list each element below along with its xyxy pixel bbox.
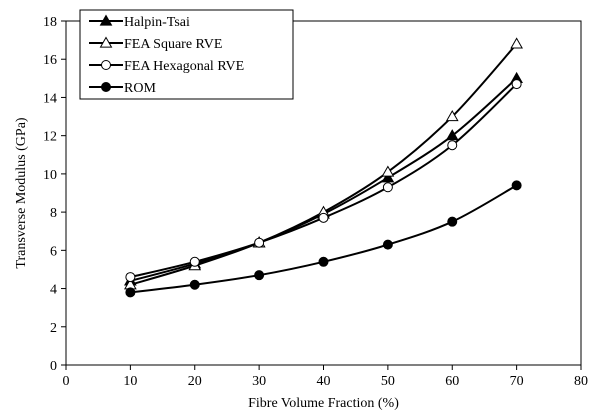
legend-item-fea-square-rve: FEA Square RVE xyxy=(89,36,222,52)
legend-item-fea-hexagonal-rve: FEA Hexagonal RVE xyxy=(89,59,244,74)
x-tick-label: 10 xyxy=(123,374,137,389)
data-point-rom xyxy=(447,216,458,227)
y-tick-label: 2 xyxy=(50,321,57,336)
data-point-rom xyxy=(382,239,393,250)
x-tick-label: 30 xyxy=(252,374,266,389)
series-rom xyxy=(125,180,522,298)
data-point-rom xyxy=(318,256,329,267)
data-point-fea-hexagonal-rve xyxy=(318,212,329,223)
series-line-rom xyxy=(130,184,518,294)
y-tick-label: 8 xyxy=(50,206,57,221)
legend-label: ROM xyxy=(124,81,156,96)
y-axis-title: Transverse Modulus (GPa) xyxy=(14,117,29,268)
legend-marker-rom xyxy=(101,82,111,92)
legend-marker-halpin-tsai xyxy=(99,14,113,26)
legend-label: Halpin-Tsai xyxy=(124,15,190,30)
x-tick-label: 70 xyxy=(510,374,524,389)
data-point-rom xyxy=(125,287,136,298)
data-point-fea-hexagonal-rve xyxy=(447,140,458,151)
legend-label: FEA Hexagonal RVE xyxy=(124,59,244,74)
data-point-fea-hexagonal-rve xyxy=(189,256,200,267)
x-tick-label: 40 xyxy=(317,374,331,389)
series-line-fea-hexagonal-rve xyxy=(130,83,518,279)
y-tick-label: 0 xyxy=(50,359,57,374)
data-point-halpin-tsai xyxy=(445,129,459,141)
axes: 0 10 20 30 40 50 60 70 80 0 2 4 6 8 10 12 14 16 18 xyxy=(43,15,588,389)
legend-item-rom: ROM xyxy=(89,81,156,96)
y-tick-label: 18 xyxy=(43,15,57,30)
y-tick-label: 10 xyxy=(43,168,57,183)
legend-label: FEA Square RVE xyxy=(124,37,222,52)
x-tick-label: 80 xyxy=(574,374,588,389)
legend-marker-fea-hexagonal-rve xyxy=(101,60,111,70)
data-point-fea-square-rve xyxy=(510,37,523,49)
series-fea-hexagonal-rve xyxy=(125,79,522,283)
x-tick-label: 0 xyxy=(63,374,70,389)
data-point-halpin-tsai xyxy=(381,171,395,183)
x-tick-label: 60 xyxy=(445,374,459,389)
y-tick-label: 12 xyxy=(43,130,57,145)
data-point-rom xyxy=(511,180,522,191)
data-point-fea-square-rve xyxy=(381,165,395,177)
x-tick-label: 20 xyxy=(188,374,202,389)
y-tick-label: 6 xyxy=(50,244,57,259)
legend-marker-fea-square-rve xyxy=(99,36,113,48)
data-point-fea-square-rve xyxy=(445,110,459,122)
x-tick-label: 50 xyxy=(381,374,395,389)
data-point-fea-hexagonal-rve xyxy=(125,272,136,283)
data-point-fea-hexagonal-rve xyxy=(254,237,265,248)
series-layer xyxy=(124,37,523,298)
legend-box xyxy=(79,9,294,100)
data-point-rom xyxy=(254,270,265,281)
data-point-fea-hexagonal-rve xyxy=(382,182,393,193)
data-point-rom xyxy=(189,279,200,290)
legend-item-halpin-tsai: Halpin-Tsai xyxy=(89,14,190,30)
data-point-fea-hexagonal-rve xyxy=(511,79,522,90)
y-tick-label: 4 xyxy=(50,283,57,298)
y-tick-label: 16 xyxy=(43,53,57,68)
y-tick-label: 14 xyxy=(43,91,57,106)
legend: Halpin-Tsai FEA Square RVE FEA Hexagonal R… xyxy=(79,9,294,100)
x-axis-title: Fibre Volume Fraction (%) xyxy=(248,396,399,411)
